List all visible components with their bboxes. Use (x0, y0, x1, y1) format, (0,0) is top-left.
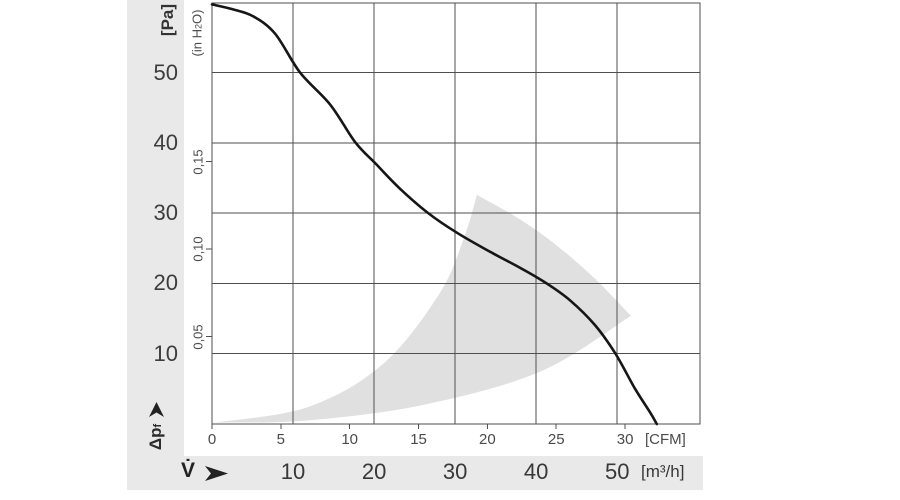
x-tick-label-m3h-20: 20 (361, 459, 387, 484)
y-axis-title: Δpf (146, 424, 166, 450)
y-tick-label-inh2o-0: 0,05 (190, 323, 206, 350)
y-axis-title-subscript: f (152, 423, 164, 428)
operating-region (214, 194, 631, 423)
plot-border (211, 2, 701, 425)
y-tick-label-pa-10: 10 (153, 340, 178, 366)
x-tick-label-cfm-5: 5 (276, 431, 286, 448)
tick-marks (206, 161, 626, 429)
y-tick-label-pa-50: 50 (153, 59, 178, 85)
x-tick-label-cfm-20: 20 (479, 431, 496, 448)
y-axis-unit-inh2o-prefix: (in H (189, 29, 205, 57)
x-axis-title: V̇ (181, 459, 196, 482)
x-tick-label-m3h-40: 40 (523, 459, 549, 484)
fan-curve (210, 3, 659, 426)
x-axis-unit-cfm: [CFM] (645, 431, 686, 448)
y-axis-unit-pa: [Pa] (158, 3, 177, 37)
x-tick-label-m3h-30: 30 (442, 459, 468, 484)
x-tick-label-cfm-15: 15 (410, 431, 427, 448)
y-tick-label-inh2o-2: 0,15 (190, 149, 206, 175)
x-tick-label-cfm-10: 10 (341, 431, 359, 448)
y-tick-label-pa-30: 30 (153, 200, 178, 226)
gridlines (212, 3, 700, 424)
x-axis-unit-m3h: [m³/h] (641, 462, 685, 481)
y-axis-title-text: Δp (146, 427, 165, 451)
y-axis-unit-inh2o: (in H2O) (190, 10, 205, 57)
y-axis-unit-inh2o-subscript: 2 (193, 23, 204, 30)
y-axis-unit-inh2o-suffix: O) (189, 9, 205, 24)
x-tick-label-cfm-30: 30 (616, 431, 634, 448)
x-tick-label-cfm-25: 25 (547, 431, 565, 448)
x-tick-label-m3h-10: 10 (280, 459, 306, 484)
x-tick-label-cfm-0: 0 (207, 431, 217, 448)
y-tick-label-pa-40: 40 (153, 129, 178, 155)
x-tick-label-m3h-50: 50 (604, 459, 630, 484)
y-tick-label-inh2o-1: 0,10 (190, 236, 206, 262)
y-tick-label-pa-20: 20 (153, 270, 178, 296)
